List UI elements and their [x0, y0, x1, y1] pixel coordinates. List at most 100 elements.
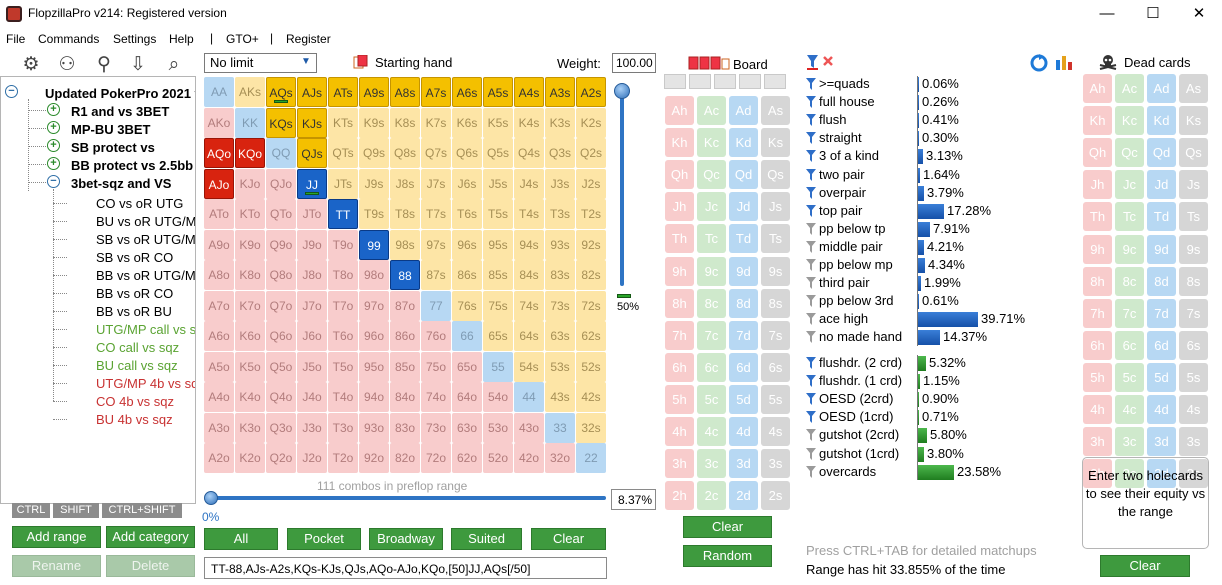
menu-file[interactable]: File	[6, 32, 26, 46]
hand-cell-43o[interactable]: 43o	[514, 412, 544, 443]
hand-cell-22[interactable]: 22	[576, 443, 606, 473]
tree-leaf[interactable]: CO 4b vs sqz	[96, 394, 175, 409]
hand-cell-33[interactable]: 33	[545, 412, 575, 443]
weight-input[interactable]: 100.00	[612, 53, 656, 73]
hand-cell-63o[interactable]: 63o	[452, 412, 482, 443]
hand-cell-Q7s[interactable]: Q7s	[421, 138, 451, 168]
dead-card-As[interactable]: As	[1179, 74, 1208, 103]
dead-card-3s[interactable]: 3s	[1179, 427, 1208, 457]
dead-card-5h[interactable]: 5h	[1083, 362, 1112, 392]
clear-range-button[interactable]: Clear	[531, 528, 606, 550]
hand-cell-Q8o[interactable]: Q8o	[266, 260, 296, 290]
hand-cell-83o[interactable]: 83o	[390, 412, 420, 443]
dead-card-Ad[interactable]: Ad	[1147, 74, 1176, 103]
dead-card-7c[interactable]: 7c	[1115, 298, 1144, 328]
hand-cell-99[interactable]: 99	[359, 229, 389, 260]
board-card-Qc[interactable]: Qc	[697, 160, 726, 190]
board-card-3c[interactable]: 3c	[697, 449, 726, 479]
collapse-icon[interactable]: −	[5, 85, 18, 98]
hand-cell-Q7o[interactable]: Q7o	[266, 290, 296, 321]
board-card-8s[interactable]: 8s	[761, 288, 790, 318]
dead-card-6s[interactable]: 6s	[1179, 330, 1208, 360]
hand-cell-95s[interactable]: 95s	[483, 229, 513, 260]
hand-cell-T2o[interactable]: T2o	[328, 443, 358, 473]
hand-cell-K9o[interactable]: K9o	[235, 229, 265, 260]
hand-cell-96s[interactable]: 96s	[452, 229, 482, 260]
import-icon[interactable]: ⇩	[130, 54, 146, 75]
delete-button[interactable]: Delete	[106, 555, 195, 577]
stat-label[interactable]: overcards	[819, 463, 877, 479]
dead-card-Qs[interactable]: Qs	[1179, 138, 1208, 168]
dead-card-3h[interactable]: 3h	[1083, 427, 1112, 457]
hand-cell-T4s[interactable]: T4s	[514, 199, 544, 229]
tree-group[interactable]: R1 and vs 3BET	[71, 104, 170, 119]
hand-cell-76o[interactable]: 76o	[421, 321, 451, 351]
tree-leaf[interactable]: BB vs oR BU	[96, 304, 172, 319]
hand-cell-K7s[interactable]: K7s	[421, 107, 451, 138]
hand-cell-T2s[interactable]: T2s	[576, 199, 606, 229]
board-card-4d[interactable]: 4d	[729, 417, 758, 446]
hand-cell-66[interactable]: 66	[452, 321, 482, 351]
hand-cell-63s[interactable]: 63s	[545, 321, 575, 351]
hand-cell-AKo[interactable]: AKo	[204, 107, 234, 138]
dead-card-8d[interactable]: 8d	[1147, 266, 1176, 296]
stat-label[interactable]: pp below 3rd	[819, 293, 894, 309]
dead-card-Js[interactable]: Js	[1179, 170, 1208, 200]
range-tree[interactable]: − Updated PokerPro 2021 v + R1 and vs 3BET +…	[0, 76, 196, 504]
hand-cell-TT[interactable]: TT	[328, 199, 358, 229]
hand-cell-AJs[interactable]: AJs	[297, 77, 327, 107]
hand-cell-J2s[interactable]: J2s	[576, 168, 606, 199]
select-pocket-button[interactable]: Pocket	[287, 528, 361, 550]
hand-cell-K3o[interactable]: K3o	[235, 412, 265, 443]
hand-cell-K7o[interactable]: K7o	[235, 290, 265, 321]
dead-card-Qd[interactable]: Qd	[1147, 138, 1176, 168]
dead-card-2c[interactable]: 2c	[1115, 459, 1144, 489]
select-all-button[interactable]: All	[204, 528, 278, 550]
dead-card-Kc[interactable]: Kc	[1115, 106, 1144, 136]
board-card-2s[interactable]: 2s	[761, 481, 790, 511]
collapse-icon[interactable]: −	[47, 175, 60, 188]
dead-card-4d[interactable]: 4d	[1147, 395, 1176, 424]
range-percent-box[interactable]: 8.37%	[611, 489, 656, 510]
board-card-Ac[interactable]: Ac	[697, 96, 726, 125]
stat-label[interactable]: pp below mp	[819, 257, 893, 272]
dead-card-Jd[interactable]: Jd	[1147, 170, 1176, 200]
refresh-icon[interactable]	[1030, 54, 1048, 72]
hand-cell-75o[interactable]: 75o	[421, 351, 451, 382]
hand-cell-KJs[interactable]: KJs	[297, 107, 327, 138]
tree-group[interactable]: 3bet-sqz and VS	[71, 176, 172, 191]
dead-card-6h[interactable]: 6h	[1083, 330, 1112, 360]
board-card-Qh[interactable]: Qh	[665, 160, 694, 190]
hand-cell-52o[interactable]: 52o	[483, 443, 513, 473]
hand-cell-94o[interactable]: 94o	[359, 382, 389, 412]
dead-card-8s[interactable]: 8s	[1179, 266, 1208, 296]
hand-cell-KTs[interactable]: KTs	[328, 107, 358, 138]
hand-cell-Q9s[interactable]: Q9s	[359, 138, 389, 168]
hand-cell-J3o[interactable]: J3o	[297, 412, 327, 443]
hand-cell-A2s[interactable]: A2s	[576, 77, 606, 107]
dead-card-4h[interactable]: 4h	[1083, 395, 1112, 424]
hand-cell-72s[interactable]: 72s	[576, 290, 606, 321]
chart-icon[interactable]	[1055, 54, 1073, 70]
hand-cell-JTs[interactable]: JTs	[328, 168, 358, 199]
hand-cell-T9s[interactable]: T9s	[359, 199, 389, 229]
weight-slider-handle[interactable]	[614, 83, 630, 99]
maximize-button[interactable]: ☐	[1146, 5, 1160, 22]
dead-card-8c[interactable]: 8c	[1115, 266, 1144, 296]
hand-cell-Q4o[interactable]: Q4o	[266, 382, 296, 412]
board-card-9d[interactable]: 9d	[729, 256, 758, 286]
filter-icon[interactable]	[806, 447, 816, 460]
stat-label[interactable]: flushdr. (1 crd)	[819, 373, 903, 389]
expand-icon[interactable]: +	[47, 103, 60, 116]
hand-cell-J4o[interactable]: J4o	[297, 382, 327, 412]
dead-card-9c[interactable]: 9c	[1115, 234, 1144, 264]
board-card-5c[interactable]: 5c	[697, 384, 726, 414]
select-suited-button[interactable]: Suited	[451, 528, 522, 550]
hand-cell-53s[interactable]: 53s	[545, 351, 575, 382]
tree-group[interactable]: MP-BU 3BET	[71, 122, 151, 137]
stat-label[interactable]: flushdr. (2 crd)	[819, 355, 903, 370]
weight-slider-track[interactable]	[620, 86, 624, 286]
hand-cell-76s[interactable]: 76s	[452, 290, 482, 321]
hand-cell-T4o[interactable]: T4o	[328, 382, 358, 412]
board-card-6c[interactable]: 6c	[697, 352, 726, 382]
